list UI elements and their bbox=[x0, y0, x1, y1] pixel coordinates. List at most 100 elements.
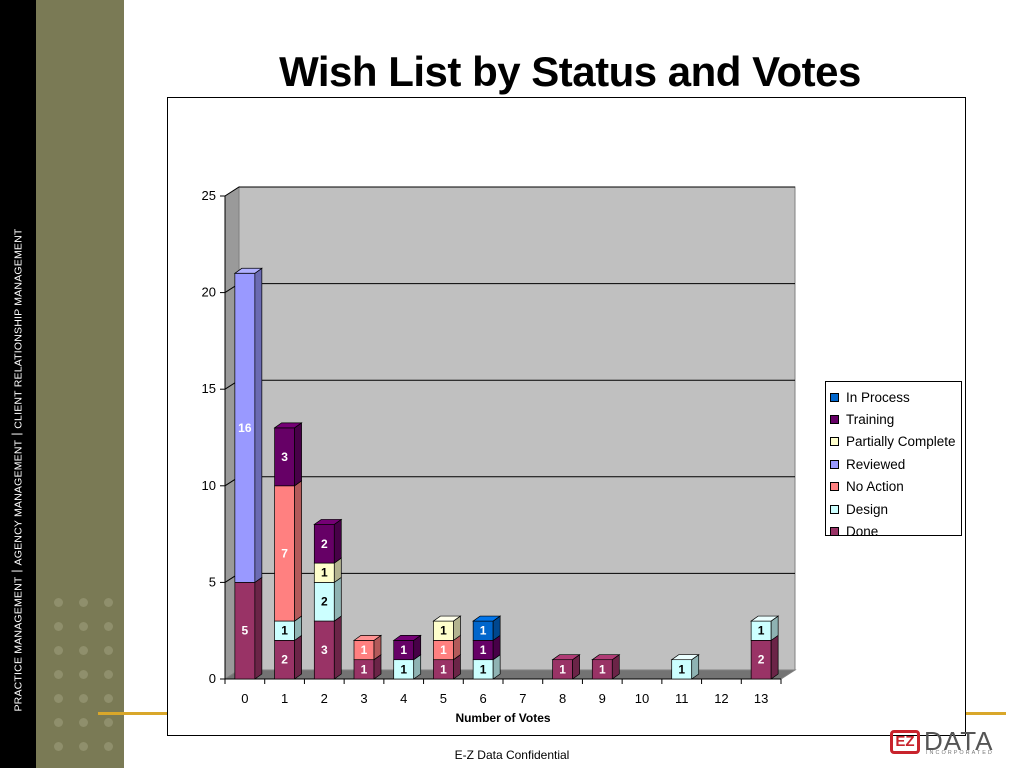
bar-top-face bbox=[551, 654, 581, 661]
bar-segment-side bbox=[770, 634, 779, 680]
bar-segment-side bbox=[333, 576, 342, 622]
legend-swatch bbox=[830, 527, 839, 537]
legend-label: Design bbox=[846, 501, 889, 517]
bar-top-face bbox=[670, 654, 700, 661]
y-tick-label: 25 bbox=[202, 188, 216, 203]
legend-item: Partially Complete bbox=[826, 431, 961, 453]
bar-segment-side bbox=[333, 518, 342, 564]
bar-data-label: 1 bbox=[480, 643, 487, 657]
legend-item: No Action bbox=[826, 476, 961, 498]
bar-data-label: 1 bbox=[758, 624, 765, 638]
bar-data-label: 5 bbox=[242, 624, 249, 638]
y-gridline bbox=[224, 186, 795, 197]
bar-segment-side bbox=[254, 576, 263, 680]
legend-swatch bbox=[830, 459, 839, 469]
bar-top-face bbox=[313, 519, 343, 525]
sidebar-olive-panel bbox=[36, 0, 124, 768]
x-tick-label: 8 bbox=[559, 691, 566, 706]
decorative-dot bbox=[54, 646, 63, 655]
bar-top-face bbox=[591, 654, 621, 661]
decorative-dot bbox=[79, 694, 88, 703]
bar-segment-side bbox=[294, 634, 302, 680]
bar-top-face bbox=[432, 615, 462, 622]
bar-data-label: 1 bbox=[361, 643, 368, 657]
legend-item: In Process bbox=[826, 386, 961, 408]
x-tick-label: 6 bbox=[480, 691, 487, 706]
decorative-dot bbox=[104, 742, 113, 751]
legend-label: No Action bbox=[846, 479, 904, 495]
bar-data-label: 3 bbox=[281, 450, 288, 464]
bar-data-label: 1 bbox=[321, 566, 328, 580]
bar-data-label: 1 bbox=[400, 662, 407, 676]
accent-line-right bbox=[966, 712, 1006, 715]
legend-item: Done bbox=[826, 520, 961, 542]
decorative-dot bbox=[79, 670, 88, 679]
x-tick-label: 5 bbox=[440, 691, 447, 706]
bar-data-label: 1 bbox=[480, 662, 487, 676]
y-tick-label: 15 bbox=[202, 381, 216, 396]
decorative-dot bbox=[104, 646, 113, 655]
bar-segment-side bbox=[294, 422, 302, 487]
bar-data-label: 16 bbox=[238, 421, 252, 435]
bar-data-label: 2 bbox=[321, 595, 328, 609]
x-tick-label: 3 bbox=[360, 691, 367, 706]
logo-mark-icon: EZ bbox=[890, 730, 920, 754]
x-tick-label: 1 bbox=[281, 691, 288, 706]
decorative-dot bbox=[54, 742, 63, 751]
bar-data-label: 7 bbox=[281, 546, 288, 560]
accent-line-left bbox=[98, 712, 170, 715]
y-tick-label: 10 bbox=[202, 478, 216, 493]
x-tick-label: 11 bbox=[675, 691, 689, 706]
sidebar-black-strip bbox=[0, 0, 36, 768]
bar-data-label: 2 bbox=[758, 653, 765, 667]
bar-data-label: 1 bbox=[480, 624, 487, 638]
legend-label: Reviewed bbox=[846, 456, 906, 472]
bar-data-label: 1 bbox=[440, 624, 447, 638]
bar-segment-side bbox=[333, 615, 342, 680]
legend-swatch bbox=[830, 482, 839, 492]
x-tick-label: 9 bbox=[599, 691, 606, 706]
bar-top-face bbox=[392, 635, 422, 641]
decorative-dot bbox=[104, 670, 113, 679]
x-tick-label: 7 bbox=[519, 691, 526, 706]
decorative-dot bbox=[54, 718, 63, 727]
bar-top-face bbox=[352, 635, 383, 641]
y-tick-label: 0 bbox=[209, 671, 216, 686]
decorative-dot bbox=[104, 598, 113, 607]
legend-label: Partially Complete bbox=[846, 434, 956, 450]
bar-top-face bbox=[273, 422, 303, 429]
slide-title: Wish List by Status and Votes bbox=[279, 48, 861, 95]
legend-label: In Process bbox=[846, 389, 910, 405]
legend-label: Training bbox=[846, 412, 895, 428]
legend-swatch bbox=[830, 415, 839, 425]
bar-data-label: 1 bbox=[400, 643, 407, 657]
x-tick-label: 13 bbox=[754, 691, 768, 706]
decorative-dot bbox=[79, 742, 88, 751]
bar-data-label: 1 bbox=[599, 662, 606, 676]
bar-data-label: 1 bbox=[281, 624, 288, 638]
logo-wordmark: DATA bbox=[924, 726, 994, 756]
bar-data-label: 1 bbox=[440, 643, 447, 657]
legend-swatch bbox=[830, 437, 839, 447]
legend-item: Design bbox=[826, 498, 961, 520]
bar-segment-side bbox=[254, 267, 263, 584]
decorative-dot bbox=[79, 622, 88, 631]
bar-segment-side bbox=[294, 480, 302, 622]
x-tick-label: 0 bbox=[241, 691, 248, 706]
legend-item: Training bbox=[826, 408, 961, 430]
decorative-dot bbox=[54, 694, 63, 703]
legend-item: Reviewed bbox=[826, 453, 961, 475]
legend-label: Done bbox=[846, 524, 879, 540]
bar-top-face bbox=[233, 267, 263, 274]
footer-confidential: E-Z Data Confidential bbox=[454, 748, 570, 762]
decorative-dot bbox=[104, 718, 113, 727]
decorative-dot bbox=[104, 694, 113, 703]
x-tick-label: 12 bbox=[714, 691, 728, 706]
x-axis-title: Number of Votes bbox=[455, 711, 550, 725]
x-tick-label: 2 bbox=[321, 691, 328, 706]
bar-data-label: 1 bbox=[559, 662, 566, 676]
decorative-dot bbox=[54, 622, 63, 631]
bar-data-label: 1 bbox=[440, 662, 447, 676]
decorative-dot bbox=[79, 598, 88, 607]
